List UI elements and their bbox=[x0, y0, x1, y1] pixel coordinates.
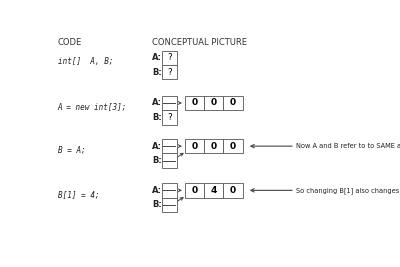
Text: 0: 0 bbox=[211, 142, 217, 151]
Text: A:: A: bbox=[152, 142, 162, 151]
FancyBboxPatch shape bbox=[223, 139, 242, 153]
Text: A:: A: bbox=[152, 53, 162, 62]
FancyBboxPatch shape bbox=[185, 183, 204, 198]
FancyBboxPatch shape bbox=[162, 50, 177, 65]
Text: 0: 0 bbox=[230, 142, 236, 151]
Text: 0: 0 bbox=[230, 186, 236, 195]
FancyBboxPatch shape bbox=[162, 96, 177, 110]
Text: B:: B: bbox=[152, 68, 162, 77]
Text: 4: 4 bbox=[210, 186, 217, 195]
Text: CODE: CODE bbox=[58, 38, 82, 47]
FancyBboxPatch shape bbox=[223, 96, 242, 110]
Text: CONCEPTUAL PICTURE: CONCEPTUAL PICTURE bbox=[152, 38, 247, 47]
Text: B:: B: bbox=[152, 113, 162, 122]
FancyBboxPatch shape bbox=[185, 139, 204, 153]
FancyBboxPatch shape bbox=[162, 110, 177, 125]
FancyBboxPatch shape bbox=[162, 139, 177, 153]
Text: Now A and B refer to to SAME array: Now A and B refer to to SAME array bbox=[296, 143, 400, 149]
Text: ?: ? bbox=[167, 53, 172, 62]
Text: B:: B: bbox=[152, 156, 162, 165]
Text: ?: ? bbox=[167, 113, 172, 122]
Text: 0: 0 bbox=[230, 99, 236, 108]
Text: A:: A: bbox=[152, 186, 162, 195]
Text: A = new int[3];: A = new int[3]; bbox=[58, 103, 127, 112]
Text: A:: A: bbox=[152, 99, 162, 108]
Text: B[1] = 4;: B[1] = 4; bbox=[58, 190, 99, 199]
FancyBboxPatch shape bbox=[162, 153, 177, 168]
Text: ?: ? bbox=[167, 68, 172, 77]
Text: 0: 0 bbox=[191, 99, 198, 108]
Text: 0: 0 bbox=[211, 99, 217, 108]
FancyBboxPatch shape bbox=[223, 183, 242, 198]
FancyBboxPatch shape bbox=[204, 183, 223, 198]
Text: B:: B: bbox=[152, 200, 162, 209]
Text: So changing B[1] also changes A[1]: So changing B[1] also changes A[1] bbox=[296, 187, 400, 194]
Text: 0: 0 bbox=[191, 186, 198, 195]
FancyBboxPatch shape bbox=[162, 198, 177, 212]
FancyBboxPatch shape bbox=[204, 139, 223, 153]
FancyBboxPatch shape bbox=[162, 183, 177, 198]
FancyBboxPatch shape bbox=[204, 96, 223, 110]
Text: B = A;: B = A; bbox=[58, 146, 86, 155]
FancyBboxPatch shape bbox=[162, 65, 177, 79]
Text: int[]  A, B;: int[] A, B; bbox=[58, 57, 113, 66]
Text: 0: 0 bbox=[191, 142, 198, 151]
FancyBboxPatch shape bbox=[185, 96, 204, 110]
